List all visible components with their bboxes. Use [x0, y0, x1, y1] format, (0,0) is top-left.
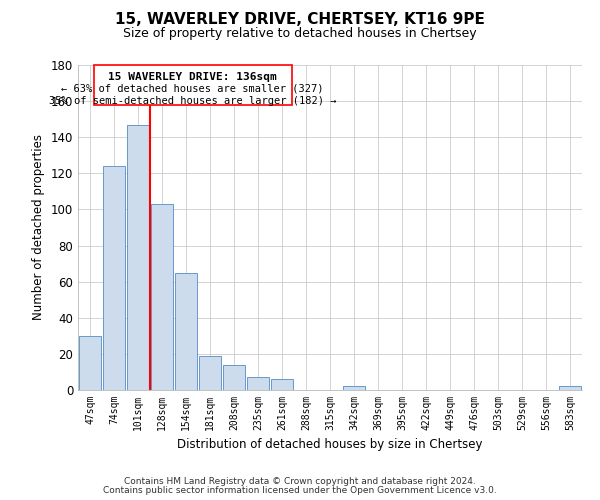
Text: 15, WAVERLEY DRIVE, CHERTSEY, KT16 9PE: 15, WAVERLEY DRIVE, CHERTSEY, KT16 9PE [115, 12, 485, 28]
Text: Contains HM Land Registry data © Crown copyright and database right 2024.: Contains HM Land Registry data © Crown c… [124, 477, 476, 486]
Bar [223, 364, 245, 390]
Text: Contains public sector information licensed under the Open Government Licence v3: Contains public sector information licen… [103, 486, 497, 495]
Bar [559, 386, 581, 390]
Text: 15 WAVERLEY DRIVE: 136sqm: 15 WAVERLEY DRIVE: 136sqm [108, 72, 277, 82]
Bar [247, 378, 269, 390]
Text: ← 63% of detached houses are smaller (327): ← 63% of detached houses are smaller (32… [61, 84, 324, 94]
Bar [151, 204, 173, 390]
Bar [79, 336, 101, 390]
Text: 35% of semi-detached houses are larger (182) →: 35% of semi-detached houses are larger (… [49, 96, 337, 106]
Y-axis label: Number of detached properties: Number of detached properties [32, 134, 45, 320]
Bar [103, 166, 125, 390]
Bar [271, 379, 293, 390]
X-axis label: Distribution of detached houses by size in Chertsey: Distribution of detached houses by size … [177, 438, 483, 452]
FancyBboxPatch shape [94, 65, 292, 104]
Bar [127, 124, 149, 390]
Bar [175, 272, 197, 390]
Bar [343, 386, 365, 390]
Bar [199, 356, 221, 390]
Text: Size of property relative to detached houses in Chertsey: Size of property relative to detached ho… [123, 28, 477, 40]
